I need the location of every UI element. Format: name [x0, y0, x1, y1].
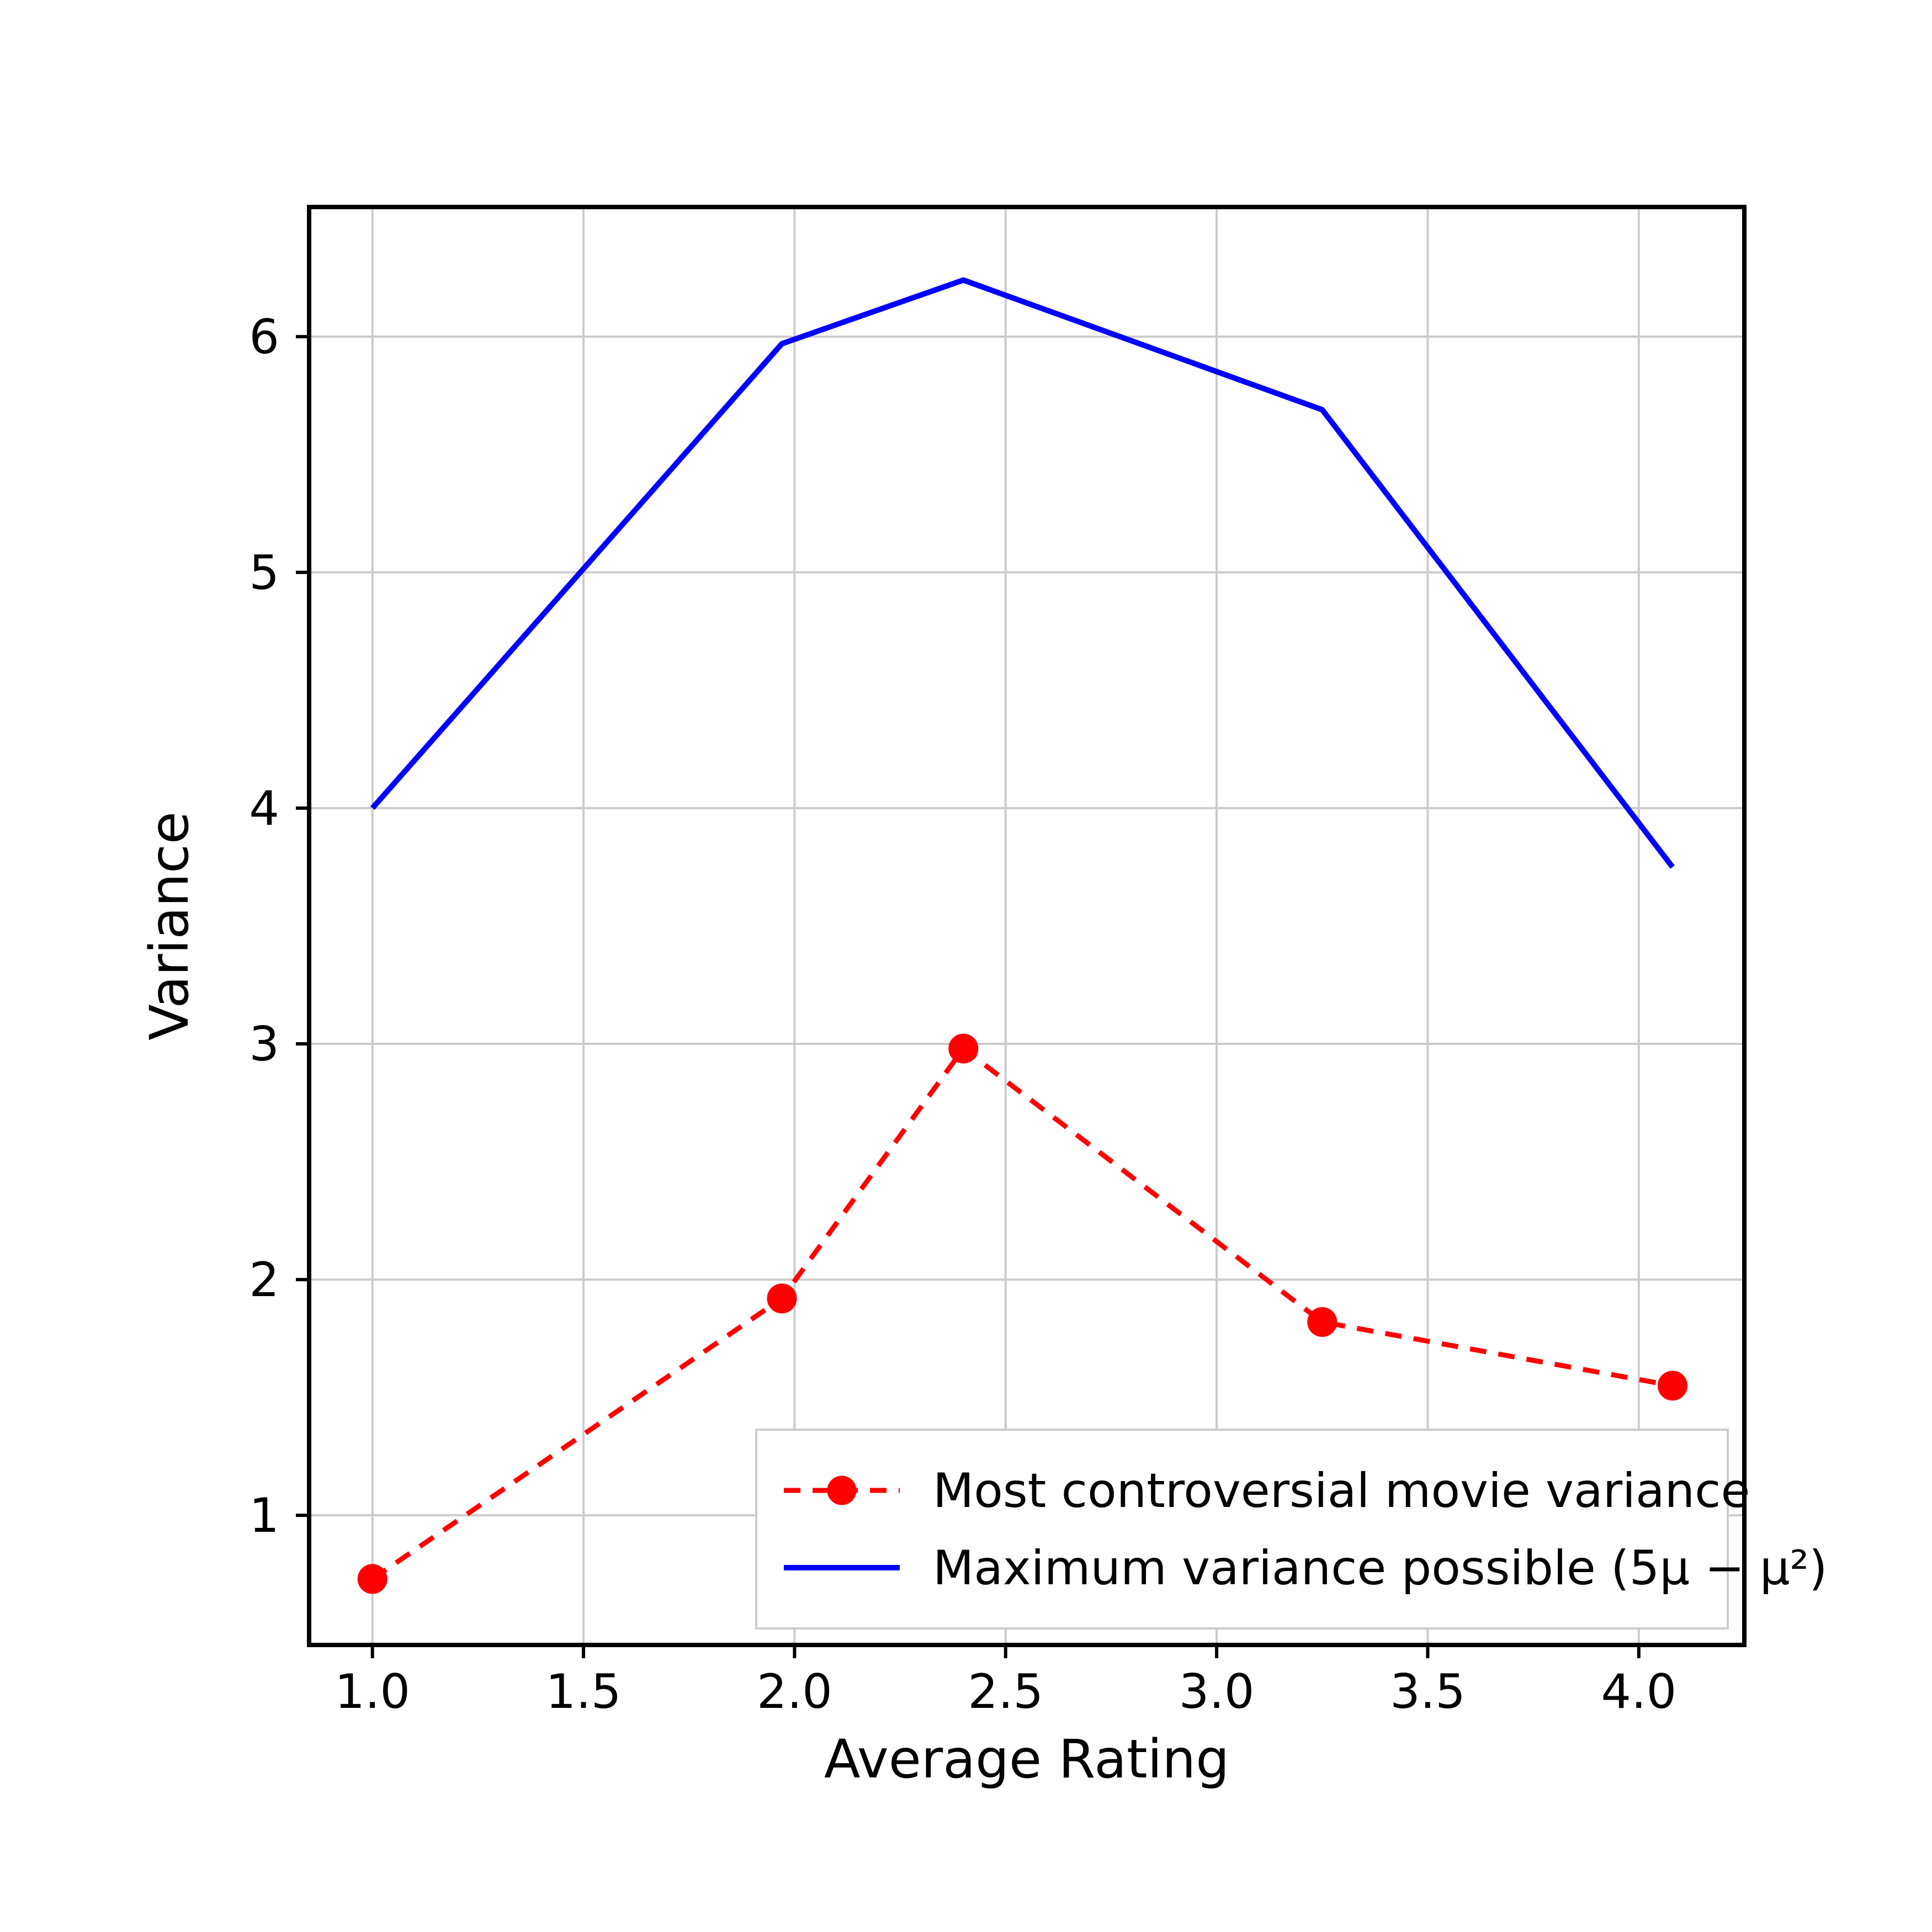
series-marker-controversial — [358, 1564, 387, 1593]
legend-label: Most controversial movie variance — [933, 1463, 1750, 1519]
ytick-label: 6 — [249, 310, 279, 365]
series-marker-controversial — [1308, 1308, 1336, 1336]
series-marker-controversial — [767, 1284, 796, 1313]
chart-background — [0, 0, 1932, 1932]
ytick-label: 2 — [249, 1252, 279, 1308]
series-marker-controversial — [1658, 1371, 1687, 1400]
legend-label: Maximum variance possible (5μ − μ²) — [933, 1541, 1828, 1596]
legend-sample-marker — [827, 1476, 856, 1505]
variance-line-chart: 1.0 1.5 2.0 2.5 3.0 3.5 4.0 1 2 3 4 5 6 Average Ratin… — [0, 0, 1932, 1932]
legend-box — [756, 1430, 1728, 1628]
xtick-label: 2.0 — [757, 1664, 832, 1719]
xtick-label: 3.5 — [1390, 1664, 1466, 1719]
xtick-label: 1.5 — [546, 1664, 622, 1719]
xtick-label: 3.0 — [1179, 1664, 1255, 1719]
xtick-label: 1.0 — [335, 1664, 410, 1719]
chart-container: 1.0 1.5 2.0 2.5 3.0 3.5 4.0 1 2 3 4 5 6 Average Ratin… — [0, 0, 1932, 1932]
y-axis-label: Variance — [139, 811, 200, 1041]
series-marker-controversial — [949, 1034, 978, 1063]
ytick-label: 1 — [249, 1488, 279, 1543]
ytick-label: 3 — [249, 1017, 279, 1072]
xtick-label: 2.5 — [968, 1664, 1043, 1719]
ytick-label: 5 — [249, 545, 279, 601]
xtick-label: 4.0 — [1601, 1664, 1676, 1719]
x-axis-label: Average Rating — [824, 1728, 1229, 1790]
ytick-label: 4 — [249, 781, 279, 836]
legend: Most controversial movie variance Maximum… — [756, 1430, 1828, 1628]
